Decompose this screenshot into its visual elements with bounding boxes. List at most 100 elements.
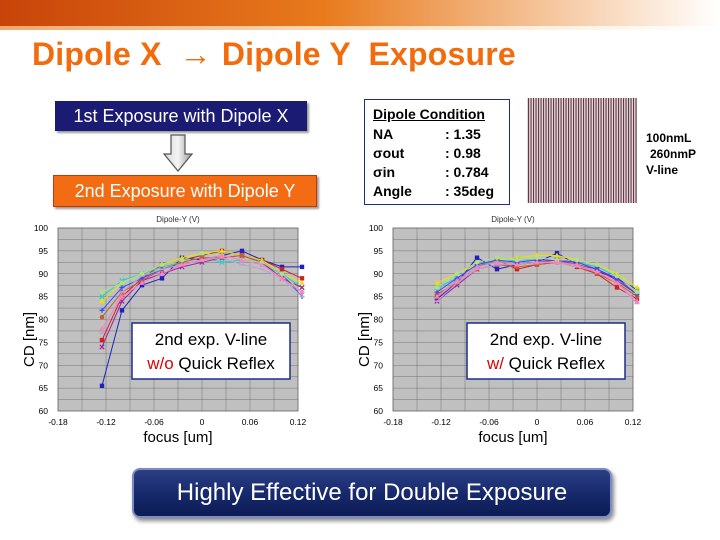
y-tick-label: 60 [39,406,49,416]
annotation-line-1: 2nd exp. V-line [155,330,267,349]
data-point [139,280,145,285]
pattern-line [615,98,617,203]
x-tick-label: -0.18 [48,417,68,427]
x-tick-label: 0.06 [242,417,259,427]
pattern-line [623,98,625,203]
data-point [534,255,540,261]
y-tick-label: 85 [374,292,384,302]
y-tick-label: 90 [374,269,384,279]
condition-label: σout [373,145,405,161]
data-point [554,259,560,265]
cd-focus-chart-without-quick-reflex: Dipole-Y (V) 60 65 70 75 80 85 90 95 100 -0.18 -0.1… [21,215,307,446]
x-tick-label: 0 [200,417,205,427]
title-dipole-y-exposure: Dipole Y Exposure [221,36,516,72]
chart-title: Dipole-Y (V) [491,215,535,224]
pattern-line [580,98,582,203]
y-tick-label: 95 [39,246,49,256]
x-tick-label: -0.18 [383,417,403,427]
conclusion-banner: Highly Effective for Double Exposure [132,468,612,518]
pattern-line [540,98,542,203]
data-point [454,277,460,283]
data-point [119,284,125,290]
data-point [494,255,500,261]
x-tick-label: -0.06 [479,417,499,427]
pattern-line [575,98,577,203]
data-point [119,291,125,293]
condition-value: : 35deg [445,183,495,199]
annotation-line-1: 2nd exp. V-line [490,330,602,349]
pattern-line [625,98,627,203]
title-arrow: → [179,36,212,72]
data-point [574,266,580,268]
data-point [534,259,540,265]
pattern-line [548,98,550,203]
pattern-line [585,98,587,203]
y-axis-label: CD [nm] [356,312,373,367]
data-point [574,257,580,263]
second-exposure-box: 2nd Exposure with Dipole Y [53,175,317,207]
title-dipole-x: Dipole X [32,36,162,72]
pattern-line [578,98,580,203]
condition-row-na: NA : 1.35 [373,126,503,145]
pattern-line [563,98,565,203]
data-point [614,280,620,285]
condition-value: : 0.784 [445,164,489,180]
data-point [514,261,520,267]
data-point [159,270,165,276]
data-point [159,268,165,270]
data-point [199,250,205,256]
data-point [454,282,460,284]
slide-title: Dipole X → Dipole Y Exposure [32,36,516,73]
data-point [219,259,225,265]
data-point [594,262,600,267]
pattern-line [610,98,612,203]
data-point [554,252,560,258]
x-axis-label: focus [um] [143,429,212,446]
down-arrow-icon [163,134,193,172]
pattern-line [598,98,600,203]
y-axis-label: CD [nm] [21,312,38,367]
y-tick-label: 70 [39,360,49,370]
condition-value: : 1.35 [445,126,481,142]
data-point [199,257,205,263]
y-tick-label: 95 [374,246,384,256]
data-point [279,266,285,272]
data-point [634,284,640,290]
data-point [634,298,640,304]
data-point [179,261,185,267]
pattern-line [608,98,610,203]
data-point [139,282,145,288]
data-point [119,293,125,299]
header-gradient-strip [0,26,720,30]
y-tick-label: 100 [34,223,48,233]
x-tick-label: 0.06 [577,417,594,427]
x-axis-label: focus [um] [478,429,547,446]
data-point [99,383,105,389]
data-point [474,264,480,269]
pattern-line [613,98,615,203]
dipole-condition-box: Dipole Condition NA : 1.35 σout : 0.98 σ… [364,99,510,205]
x-tick-label: -0.12 [96,417,116,427]
data-point [239,257,245,263]
data-point [99,332,105,335]
y-tick-label: 85 [39,292,49,302]
y-tick-label: 75 [39,337,49,347]
annotation-line-2: w/o Quick Reflex [146,354,275,373]
pattern-line [535,98,537,203]
x-tick-label: -0.06 [144,417,164,427]
data-point [99,298,105,304]
data-point [279,264,285,270]
pattern-line [590,98,592,203]
data-point [159,276,165,281]
pattern-line [530,98,532,203]
data-point [594,268,600,274]
data-series [434,259,640,304]
data-point [239,248,245,254]
pattern-line [538,98,540,203]
data-point [299,289,305,295]
data-point [99,307,105,313]
data-point [494,263,500,266]
data-point [434,289,440,295]
chart-title: Dipole-Y (V) [156,215,200,224]
data-point [219,248,225,253]
